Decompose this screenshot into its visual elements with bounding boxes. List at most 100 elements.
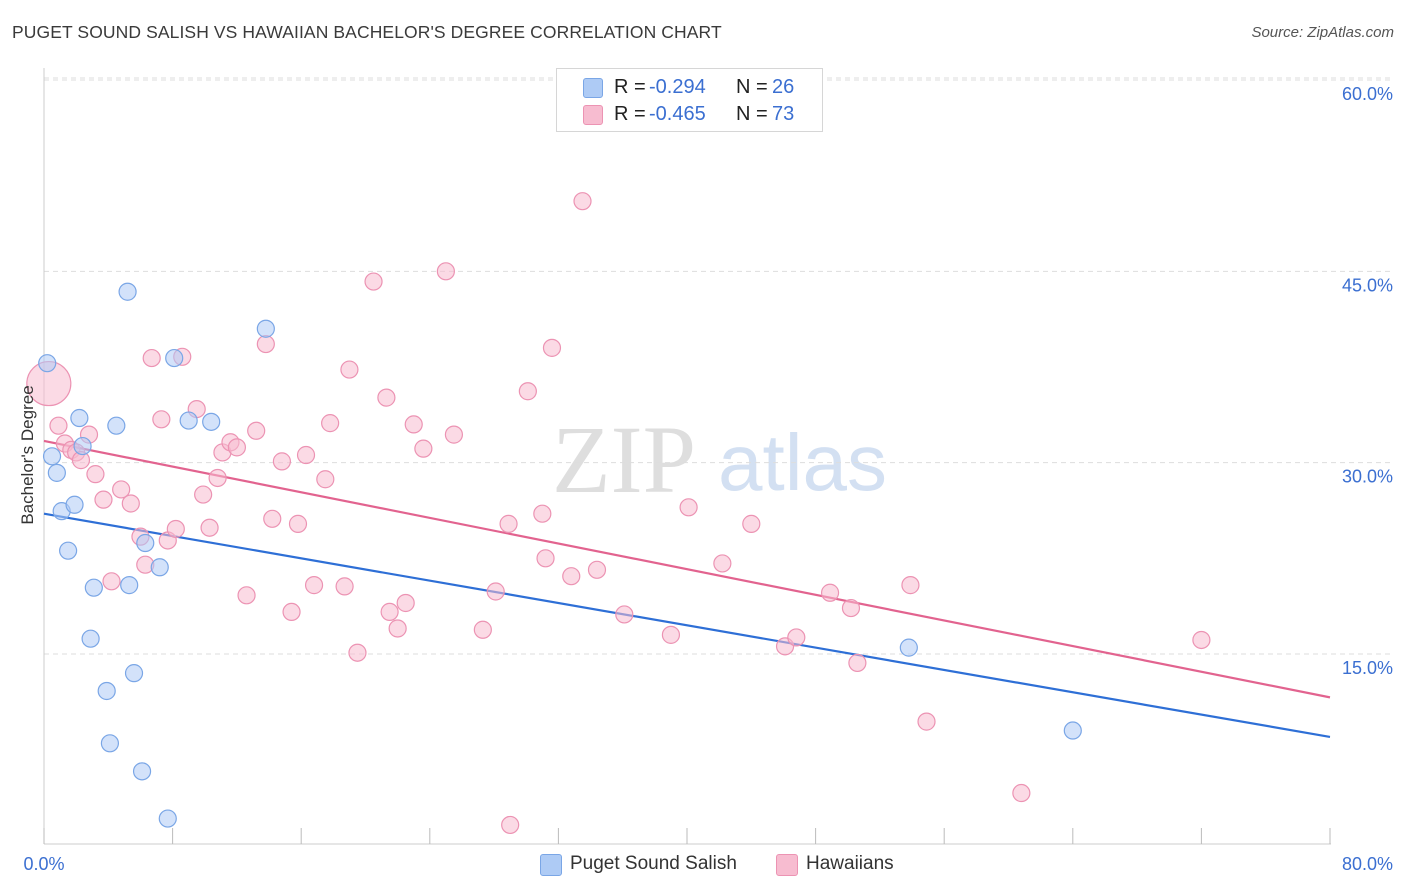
hawaiians-point[interactable] — [1192, 630, 1211, 650]
y-tick-label: 45.0% — [1342, 275, 1393, 295]
hawaiians-point[interactable] — [542, 338, 562, 357]
hawaiians-point[interactable] — [841, 598, 861, 618]
hawaiians-point[interactable] — [713, 554, 732, 573]
hawaiians-point[interactable] — [340, 360, 359, 379]
hawaiians-point[interactable] — [296, 445, 316, 465]
puget-sound-salish-point[interactable] — [81, 629, 100, 648]
legend-n-label: N = — [736, 103, 768, 125]
hawaiians-point[interactable] — [444, 425, 464, 444]
puget-sound-salish-point[interactable] — [118, 282, 137, 301]
hawaiians-point[interactable] — [499, 514, 518, 533]
hawaiians-point[interactable] — [282, 602, 301, 622]
hawaiians-point[interactable] — [335, 577, 354, 596]
hawaiians-point[interactable] — [787, 628, 806, 647]
hawaiians-point[interactable] — [256, 334, 275, 354]
puget-sound-salish-trendline — [43, 512, 1331, 738]
puget-sound-salish-point[interactable] — [179, 411, 198, 430]
hawaiians-trendline — [43, 439, 1331, 699]
hawaiians-point[interactable] — [848, 653, 867, 673]
hawaiians-point[interactable] — [237, 586, 256, 605]
legend-n-value: 73 — [772, 103, 795, 125]
puget-sound-salish-point[interactable] — [84, 578, 103, 597]
puget-sound-salish-point[interactable] — [150, 558, 169, 577]
legend-swatch-pink — [583, 105, 603, 125]
puget-sound-salish-point[interactable] — [1063, 721, 1082, 740]
legend-swatch-blue — [540, 854, 562, 876]
hawaiians-point[interactable] — [486, 582, 505, 601]
puget-sound-salish-point[interactable] — [132, 762, 152, 781]
hawaiians-point[interactable] — [94, 490, 113, 509]
hawaiians-point[interactable] — [414, 439, 433, 458]
hawaiians-point[interactable] — [917, 712, 936, 731]
hawaiians-point[interactable] — [166, 519, 185, 539]
hawaiians-point[interactable] — [247, 421, 266, 440]
puget-sound-salish-point[interactable] — [158, 809, 177, 828]
hawaiians-point[interactable] — [364, 272, 383, 291]
legend-n-value: 26 — [772, 76, 795, 98]
puget-sound-salish-point[interactable] — [65, 495, 84, 514]
hawaiians-point[interactable] — [102, 572, 121, 591]
hawaiians-point[interactable] — [49, 416, 68, 435]
hawaiians-point[interactable] — [473, 620, 492, 639]
puget-sound-salish-point[interactable] — [165, 348, 184, 368]
hawaiians-point[interactable] — [112, 480, 131, 499]
hawaiians-point[interactable] — [121, 494, 140, 513]
hawaiians-point[interactable] — [194, 485, 213, 504]
hawaiians-point[interactable] — [1012, 783, 1031, 803]
hawaiians-point[interactable] — [142, 348, 161, 368]
hawaiians-point[interactable] — [742, 514, 761, 533]
hawaiians-point[interactable] — [86, 465, 105, 484]
puget-sound-salish-point[interactable] — [73, 436, 92, 456]
hawaiians-point[interactable] — [501, 815, 520, 835]
hawaiians-point[interactable] — [227, 438, 246, 457]
puget-sound-salish-point[interactable] — [124, 664, 144, 683]
hawaiians-point[interactable] — [316, 470, 335, 489]
puget-sound-salish-point[interactable] — [107, 416, 126, 435]
hawaiians-point[interactable] — [263, 509, 282, 528]
hawaiians-point[interactable] — [388, 619, 407, 638]
y-tick-label: 15.0% — [1342, 658, 1393, 678]
puget-sound-salish-point[interactable] — [38, 354, 57, 373]
puget-sound-salish-point[interactable] — [59, 541, 78, 560]
hawaiians-point[interactable] — [404, 415, 423, 434]
puget-sound-salish-point[interactable] — [100, 734, 120, 753]
legend-label: Hawaiians — [806, 853, 894, 874]
hawaiians-point[interactable] — [679, 498, 698, 517]
hawaiians-point[interactable] — [901, 576, 920, 595]
hawaiians-point[interactable] — [573, 192, 592, 211]
puget-sound-salish-point[interactable] — [136, 533, 155, 553]
puget-sound-salish-point[interactable] — [97, 681, 116, 701]
hawaiians-point[interactable] — [436, 262, 455, 281]
hawaiians-point[interactable] — [380, 602, 399, 622]
legend-label: Puget Sound Salish — [570, 853, 737, 874]
hawaiians-point[interactable] — [518, 382, 537, 401]
hawaiians-point[interactable] — [348, 643, 367, 662]
hawaiians-point[interactable] — [396, 593, 415, 613]
hawaiians-point[interactable] — [377, 388, 396, 407]
puget-sound-salish-point[interactable] — [47, 463, 66, 482]
hawaiians-point[interactable] — [200, 518, 219, 537]
puget-sound-salish-point[interactable] — [120, 576, 139, 595]
legend-swatch-pink — [776, 854, 798, 876]
puget-sound-salish-point[interactable] — [256, 319, 275, 338]
puget-sound-salish-point[interactable] — [202, 412, 221, 431]
puget-sound-salish-point[interactable] — [899, 638, 918, 657]
hawaiians-point[interactable] — [304, 576, 324, 595]
puget-sound-salish-point[interactable] — [42, 447, 62, 466]
x-tick-label: 80.0% — [1342, 854, 1393, 874]
hawaiians-point[interactable] — [533, 504, 552, 523]
hawaiians-point[interactable] — [152, 410, 171, 429]
hawaiians-point[interactable] — [536, 549, 555, 568]
hawaiians-point[interactable] — [587, 560, 607, 579]
hawaiians-point[interactable] — [321, 414, 340, 433]
hawaiians-point[interactable] — [562, 567, 581, 586]
hawaiians-point[interactable] — [615, 605, 634, 624]
hawaiians-point[interactable] — [661, 625, 681, 644]
hawaiians-point[interactable] — [208, 468, 227, 488]
hawaiians-point[interactable] — [820, 583, 840, 602]
puget-sound-salish-point[interactable] — [70, 408, 89, 428]
hawaiians-point[interactable] — [272, 452, 292, 471]
watermark: ZIP atlas — [552, 406, 887, 513]
hawaiians-point[interactable] — [288, 514, 308, 533]
